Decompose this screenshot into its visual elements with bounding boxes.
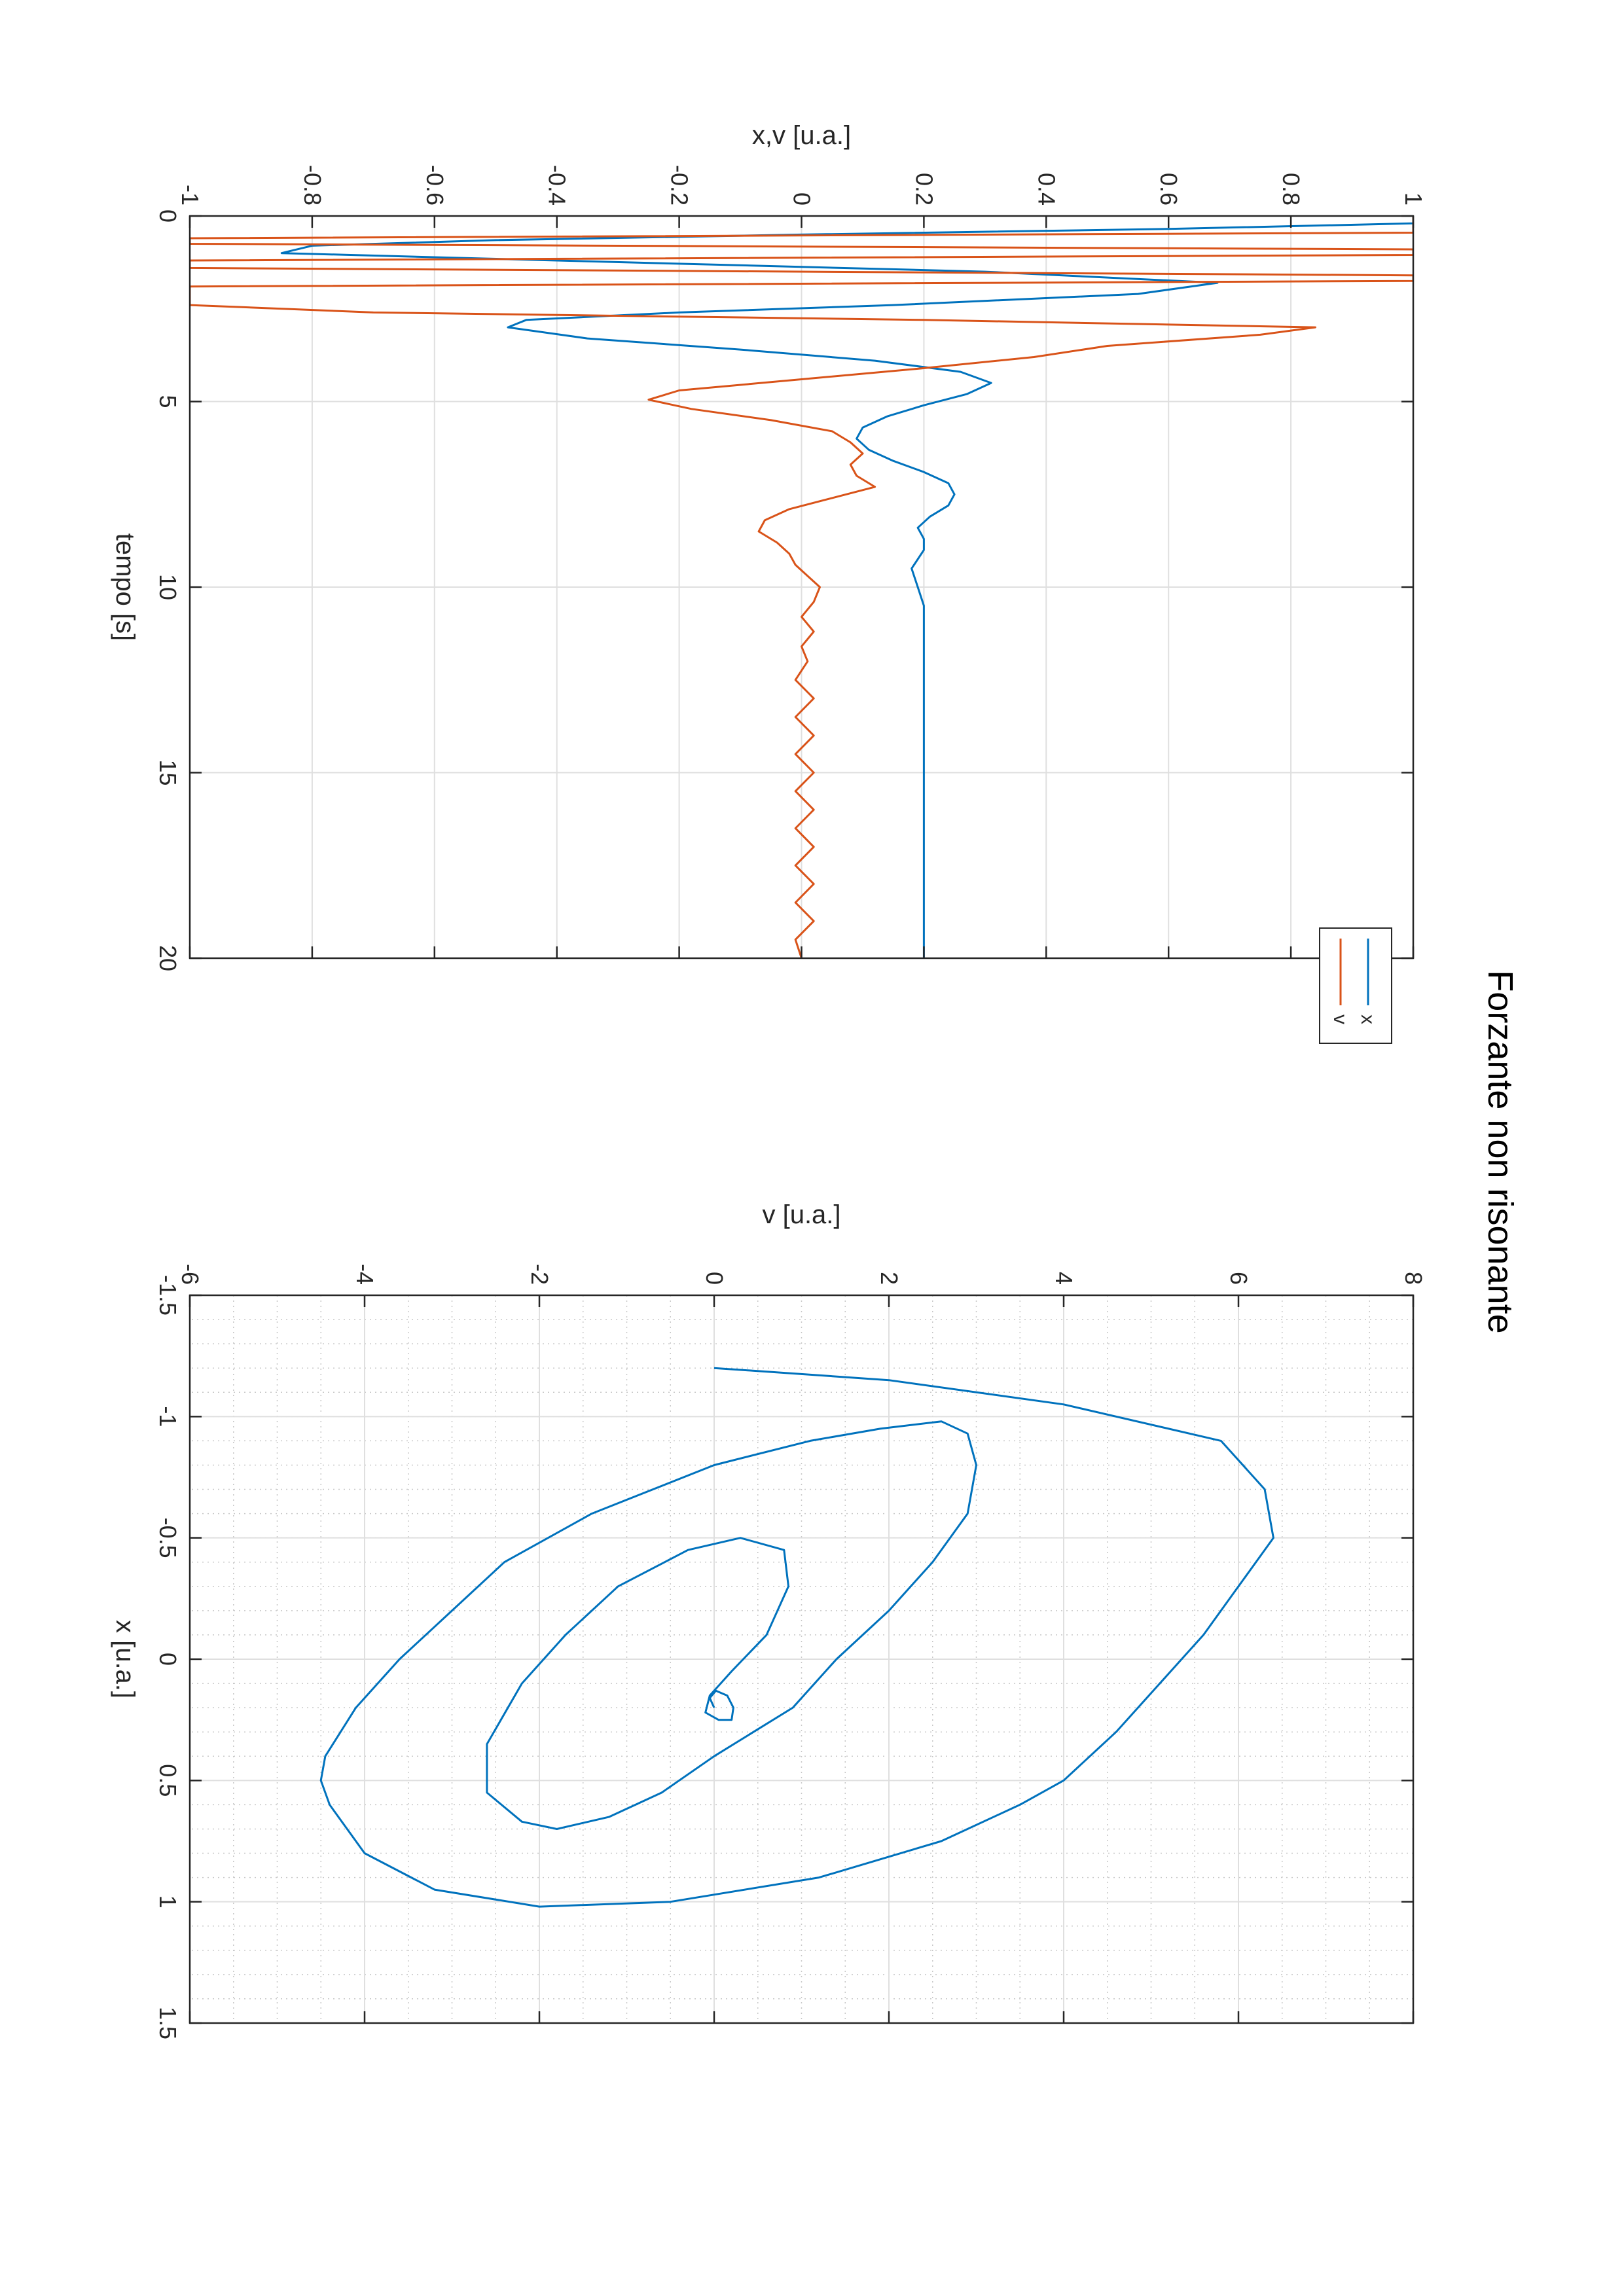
ps-xtick-label: 0 [154,1653,181,1666]
ts-ytick-label: 0 [789,192,816,206]
ts-series-line-x [280,216,1413,958]
time-series-plot: 0 5 10 15 20 -1 -0.8 -0.6 -0.4 -0.2 0 0.2 0.4 0.6 0.8 1… [111,121,1427,1044]
ts-ytick-label: 0.6 [1155,173,1182,206]
phase-space-ticks: -1.5 -1 -0.5 0 0.5 1 1.5 -6 -4 -2 0 2 4 6 8 [154,1264,1427,2039]
ps-ytick-label: -4 [352,1264,378,1285]
ps-ytick-label: 0 [701,1272,728,1285]
time-series-ylabel: x,v [u.a.] [752,121,851,150]
ts-xtick-label: 20 [154,945,181,971]
ps-xtick-label: 1 [154,1895,181,1909]
ps-xtick-label: -0.5 [154,1518,181,1558]
phase-space-plot: -1.5 -1 -0.5 0 0.5 1 1.5 -6 -4 -2 0 2 4 6 8 x [u.a.] v… [111,1200,1427,2039]
figure-title: Forzante non risonante [1481,970,1520,1333]
ps-ytick-label: -6 [177,1264,204,1285]
ts-xtick-label: 0 [154,209,181,223]
time-series-legend: x v [1319,927,1392,1044]
ps-series-line-1 [319,1367,1274,1908]
ts-ytick-label: 0.8 [1278,173,1305,206]
ps-ytick-label: 4 [1051,1272,1077,1285]
ts-ytick-label: -0.6 [422,165,448,206]
ts-series-line-v [190,216,1413,958]
ts-ytick-label: 0.4 [1033,173,1060,206]
legend-label-x: x [1357,1014,1379,1024]
phase-space-ylabel: v [u.a.] [762,1200,840,1229]
ps-xtick-label: 0.5 [154,1764,181,1797]
ps-xtick-label: -1.5 [154,1275,181,1316]
ps-ytick-label: -2 [526,1264,553,1285]
legend-box [1319,927,1392,1044]
ts-xtick-label: 15 [154,759,181,785]
time-series-ticks: 0 5 10 15 20 -1 -0.8 -0.6 -0.4 -0.2 0 0.2 0.4 0.6 0.8 1 [154,165,1427,971]
ts-ytick-label: -1 [177,185,204,206]
phase-space-lines [319,1367,1274,1908]
ps-xtick-label: 1.5 [154,2007,181,2039]
ts-xtick-label: 10 [154,574,181,600]
ts-ytick-label: -0.2 [666,165,693,206]
time-series-xlabel: tempo [s] [111,533,139,641]
ts-xtick-label: 5 [154,395,181,408]
phase-space-xlabel: x [u.a.] [111,1620,139,1698]
ps-ytick-label: 2 [876,1272,903,1285]
ps-ytick-label: 8 [1400,1272,1427,1285]
ts-ytick-label: 0.2 [911,173,937,206]
ts-ytick-label: -0.8 [299,165,326,206]
ps-ytick-label: 6 [1225,1272,1252,1285]
ps-xtick-label: -1 [154,1406,181,1427]
time-series-lines [190,216,1413,958]
legend-label-v: v [1329,1014,1351,1024]
ts-ytick-label: 1 [1400,192,1427,206]
ts-ytick-label: -0.4 [544,165,571,206]
